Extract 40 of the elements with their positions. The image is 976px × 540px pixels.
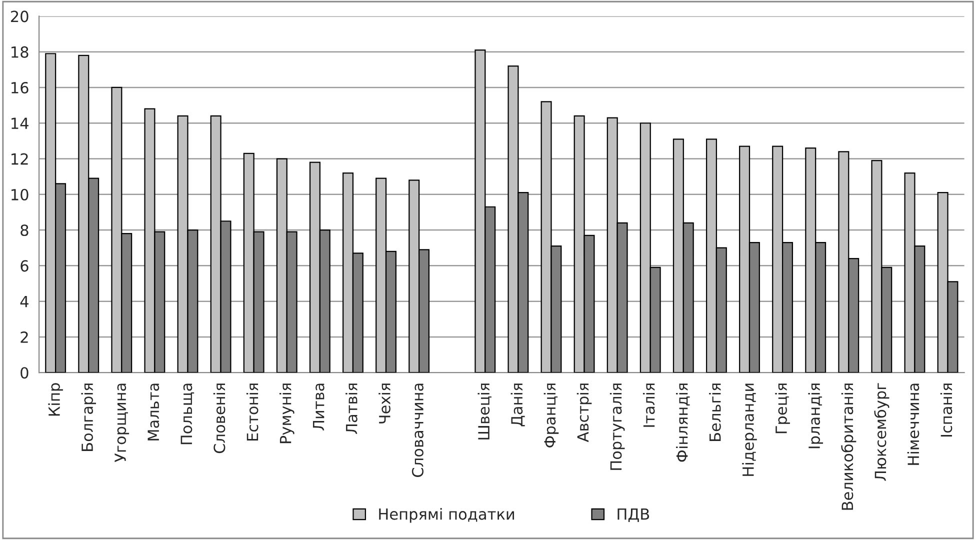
y-tick-label: 10 [12, 188, 28, 200]
y-tick-label: 2 [20, 331, 28, 343]
x-tick-label: Фінляндія [676, 384, 690, 462]
x-tick-label: Австрія [576, 384, 592, 442]
x-tick-label: Словенія [213, 384, 226, 454]
legend-label: ПДВ [618, 508, 650, 522]
x-tick-label: Греція [775, 384, 790, 434]
x-tick-label: Чехія [378, 384, 390, 424]
y-tick-label: 14 [12, 118, 28, 129]
x-tick-label: Болгарія [81, 384, 96, 451]
y-tick-label: 8 [20, 224, 28, 236]
x-tick-label: Люксембург [874, 383, 890, 481]
x-tick-label: Латвія [346, 384, 358, 434]
x-tick-label: Франція [544, 384, 559, 448]
y-tick-label: 6 [20, 260, 28, 272]
x-tick-label: Ірландія [808, 384, 823, 448]
x-tick-label: Угорщина [114, 384, 130, 462]
x-tick-label: Кіпр [48, 383, 63, 416]
y-tick-label: 20 [10, 10, 28, 22]
x-tick-label: Румунія [279, 384, 294, 444]
x-tick-label: Великобританія [841, 384, 856, 510]
y-tick-label: 4 [20, 296, 28, 308]
x-tick-label: Іспанія [940, 384, 952, 437]
x-tick-label: Бельгія [709, 384, 721, 441]
x-tick-label: Мальта [148, 384, 160, 440]
x-tick-label: Словаччина [412, 384, 424, 477]
x-tick-label: Данія [510, 384, 525, 426]
x-tick-label: Німеччина [907, 384, 920, 465]
x-tick-label: Італія [642, 384, 655, 427]
y-tick-label: 12 [12, 153, 28, 165]
x-tick-label: Польща [180, 384, 194, 444]
x-tick-label: Швеція [478, 384, 492, 440]
x-tick-label: Нідерланди [742, 384, 757, 476]
y-tick-label: 0 [20, 367, 28, 379]
y-tick-label: 16 [12, 82, 28, 94]
x-tick-label: Португалія [610, 384, 625, 470]
x-tick-label: Естонія [246, 384, 258, 441]
legend-label: Непрямі податки [379, 508, 514, 523]
x-tick-label: Литва [312, 384, 324, 430]
y-tick-label: 18 [12, 46, 28, 58]
